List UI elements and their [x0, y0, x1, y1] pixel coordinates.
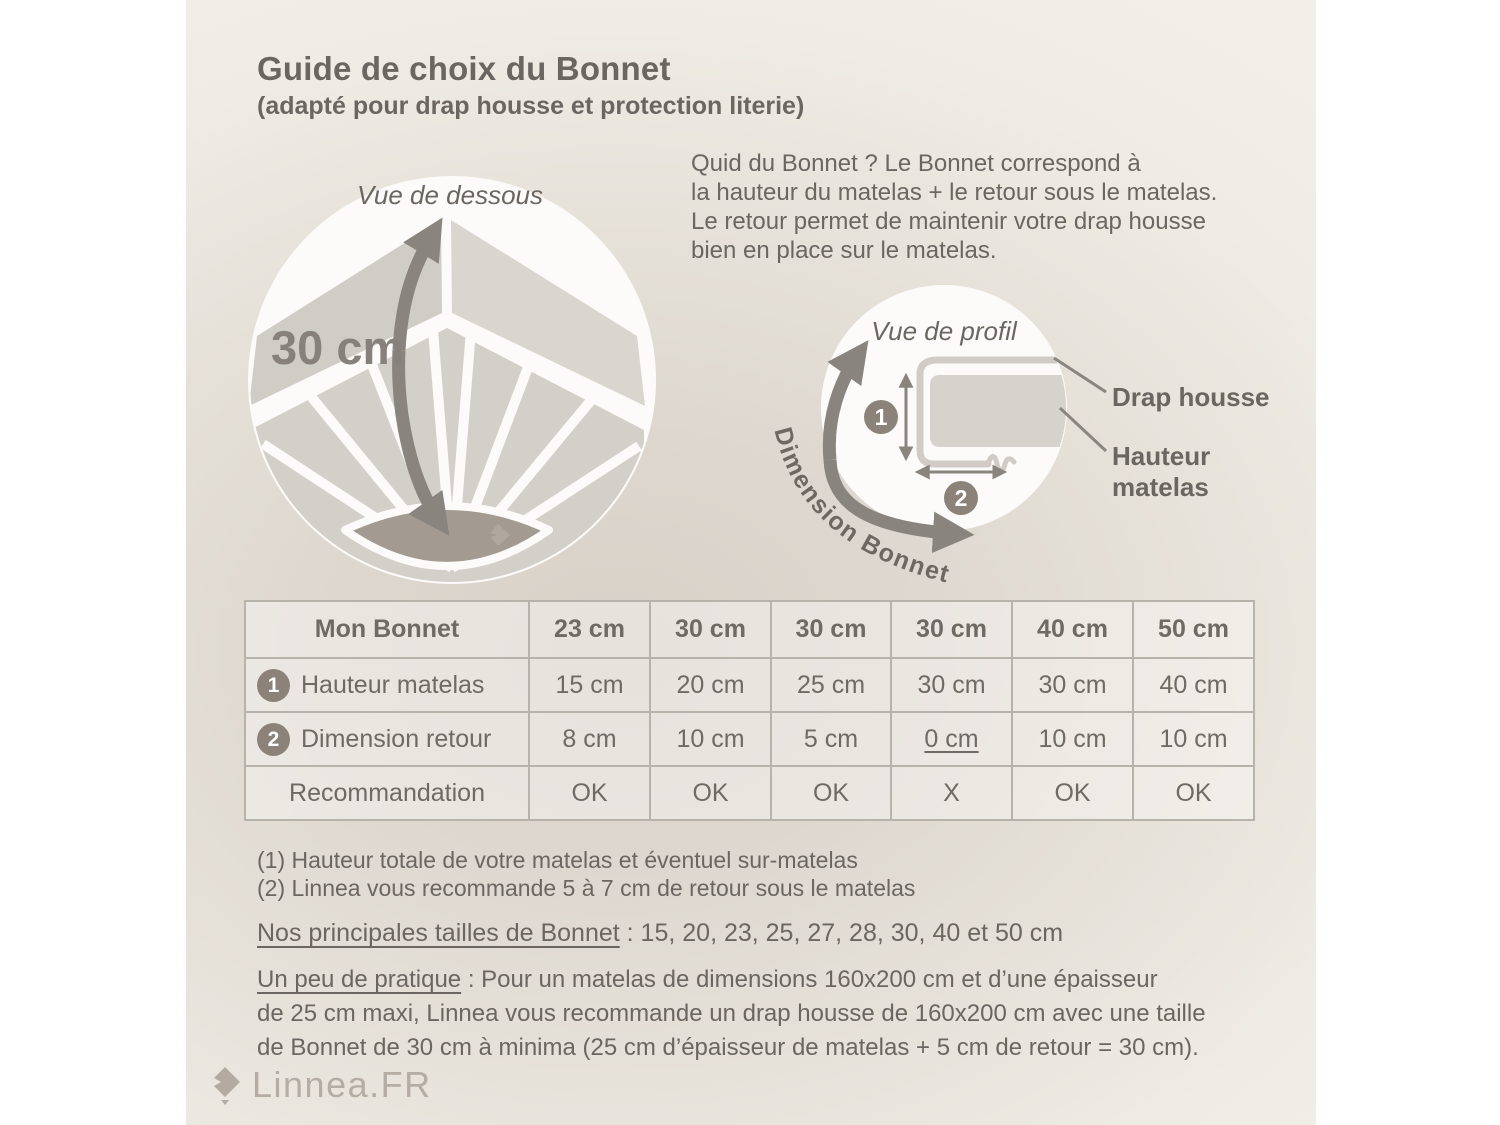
bonnet-sizes-line: Nos principales tailles de Bonnet : 15, …	[257, 919, 1063, 948]
cell-retour: 5 cm	[770, 711, 892, 767]
row-label: Hauteur matelas	[301, 670, 485, 699]
bonnet-sizes-label: Nos principales tailles de Bonnet	[257, 919, 620, 947]
intro-line: Quid du Bonnet ? Le Bonnet correspond à	[691, 150, 1141, 177]
practice-line-1: Un peu de pratique : Pour un matelas de …	[257, 963, 1257, 997]
table-header-row: Mon Bonnet 23 cm 30 cm 30 cm 30 cm 40 cm…	[244, 600, 1255, 659]
label-connector-lines	[1053, 356, 1108, 453]
dimension-bonnet-arrow	[822, 340, 975, 554]
cell-hauteur: 25 cm	[770, 657, 892, 713]
cell-hauteur: 15 cm	[528, 657, 651, 713]
cell-retour: 10 cm	[1011, 711, 1134, 767]
practice-label: Un peu de pratique	[257, 966, 462, 993]
page-subtitle: (adapté pour drap housse et protection l…	[257, 92, 805, 120]
header-size: 30 cm	[770, 600, 892, 659]
marker-1-number: 1	[875, 404, 888, 430]
hauteur-matelas-label: Hauteur matelas	[1112, 441, 1211, 502]
cell-hauteur: 40 cm	[1132, 657, 1255, 713]
intro-line: Le retour permet de maintenir votre drap…	[691, 208, 1206, 235]
footnote-2: (2) Linnea vous recommande 5 à 7 cm de r…	[257, 875, 916, 901]
bottom-view-caption: Vue de dessous	[357, 180, 543, 210]
practice-line-2: de 25 cm maxi, Linnea vous recommande un…	[257, 1000, 1206, 1027]
linnea-logo: Linnea.FR	[208, 1064, 432, 1106]
badge-1-icon: 1	[257, 668, 290, 702]
header-size: 40 cm	[1011, 600, 1134, 659]
practice-line-1-rest: : Pour un matelas de dimensions 160x200 …	[461, 966, 1158, 993]
cell-reco: OK	[1132, 765, 1255, 821]
mattress-side	[930, 375, 1066, 447]
cell-hauteur: 30 cm	[1011, 657, 1134, 713]
sheet-side-panel-left	[250, 220, 442, 406]
cell-retour: 8 cm	[528, 711, 651, 767]
practice-paragraph: Un peu de pratique : Pour un matelas de …	[257, 963, 1257, 1065]
cell-hauteur: 20 cm	[649, 657, 772, 713]
header-size: 30 cm	[649, 600, 772, 659]
watermark-leaf-icon	[490, 524, 510, 546]
row-label-recommandation: Recommandation	[244, 765, 530, 821]
cell-reco: OK	[649, 765, 772, 821]
cell-reco: OK	[528, 765, 651, 821]
sheet-side-panel-right	[451, 220, 645, 406]
bonnet-curved-arrow	[392, 217, 450, 536]
marker-1-badge: 1	[864, 400, 898, 434]
cell-retour-zero: 0 cm	[890, 711, 1013, 767]
cell-retour: 10 cm	[649, 711, 772, 767]
bonnet-size-table: Mon Bonnet 23 cm 30 cm 30 cm 30 cm 40 cm…	[244, 600, 1255, 821]
profile-view-diagram: 1 2 Vue de profil Dimension Bonnet	[768, 285, 1108, 589]
header-size: 30 cm	[890, 600, 1013, 659]
marker-2-badge: 2	[944, 481, 978, 515]
fitted-sheet-outline	[916, 356, 1062, 468]
bonnet-measurement-label: 30 cm	[271, 321, 404, 374]
header-mon-bonnet: Mon Bonnet	[244, 600, 530, 659]
practice-line-3: de Bonnet de 30 cm à minima (25 cm d’épa…	[257, 1034, 1199, 1061]
linnea-leaf-icon	[214, 1067, 240, 1105]
cell-reco-x: X	[890, 765, 1013, 821]
cell-reco: OK	[1011, 765, 1134, 821]
drap-housse-label: Drap housse	[1112, 382, 1270, 412]
badge-2-icon: 2	[257, 722, 290, 756]
intro-line: bien en place sur le matelas.	[691, 237, 997, 264]
page-title: Guide de choix du Bonnet	[257, 50, 671, 87]
table-row-hauteur-matelas: 1 Hauteur matelas 15 cm 20 cm 25 cm 30 c…	[244, 657, 1255, 713]
header-size: 23 cm	[528, 600, 651, 659]
cell-hauteur: 30 cm	[890, 657, 1013, 713]
table-row-recommandation: Recommandation OK OK OK X OK OK	[244, 765, 1255, 821]
linnea-logo-text: Linnea.FR	[252, 1064, 432, 1105]
bonnet-sizes-values: : 15, 20, 23, 25, 27, 28, 30, 40 et 50 c…	[619, 919, 1064, 947]
table-row-dimension-retour: 2 Dimension retour 8 cm 10 cm 5 cm 0 cm …	[244, 711, 1255, 767]
intro-line: la hauteur du matelas + le retour sous l…	[691, 179, 1218, 206]
cell-retour: 10 cm	[1132, 711, 1255, 767]
footnotes: (1) Hauteur totale de votre matelas et é…	[257, 846, 915, 902]
footnote-1: (1) Hauteur totale de votre matelas et é…	[257, 847, 858, 873]
header-size: 50 cm	[1132, 600, 1255, 659]
profile-view-caption: Vue de profil	[871, 316, 1018, 346]
row-label: Dimension retour	[301, 724, 492, 753]
intro-paragraph: Quid du Bonnet ? Le Bonnet correspond à …	[691, 149, 1271, 265]
bottom-view-diagram: Vue de dessous 30 cm	[248, 176, 656, 584]
marker-2-number: 2	[955, 485, 968, 511]
cell-reco: OK	[770, 765, 892, 821]
